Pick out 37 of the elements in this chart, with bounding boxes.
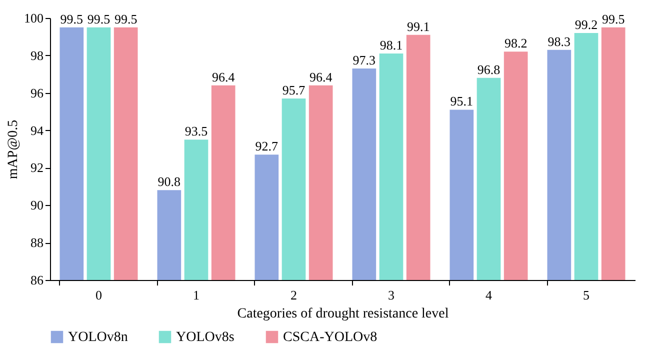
legend-label: YOLOv8n (68, 330, 128, 345)
data-label: 96.8 (477, 62, 500, 77)
y-axis-title: mAP@0.5 (6, 120, 21, 180)
x-tick-label: 4 (486, 288, 492, 302)
y-tick-label: 94 (30, 122, 44, 138)
data-label: 99.2 (574, 16, 598, 32)
data-label: 90.8 (158, 174, 181, 190)
x-tick-label: 0 (96, 288, 102, 302)
data-label: 98.3 (548, 34, 571, 49)
data-label: 95.7 (282, 82, 306, 98)
x-tick-label: 2 (290, 288, 297, 302)
y-tick-label: 90 (30, 198, 44, 213)
legend-label: CSCA-YOLOv8 (283, 330, 378, 345)
data-label: 98.2 (504, 36, 528, 51)
data-label: 95.1 (450, 94, 474, 109)
y-tick-label: 86 (30, 272, 44, 288)
y-tick-label: 100 (24, 10, 44, 26)
data-label: 92.7 (255, 138, 279, 154)
data-label: 99.5 (114, 11, 138, 26)
legend-label: YOLOv8s (176, 330, 234, 345)
y-tick-label: 88 (30, 235, 44, 250)
data-label: 96.4 (212, 69, 236, 84)
x-tick-label: 1 (193, 288, 200, 302)
data-label: 99.5 (87, 11, 110, 26)
y-tick-label: 96 (30, 85, 44, 100)
y-tick-label: 98 (30, 48, 44, 63)
data-label: 93.5 (184, 124, 208, 139)
data-label: 99.1 (406, 18, 430, 34)
data-label: 99.5 (60, 11, 84, 26)
data-label: 99.5 (602, 11, 625, 26)
x-axis-title: Categories of drought resistance level (237, 306, 449, 322)
y-tick-label: 92 (30, 160, 44, 176)
data-label: 98.1 (380, 38, 403, 53)
data-label: 97.3 (352, 52, 376, 68)
x-tick-label: 5 (583, 288, 590, 302)
data-label: 96.4 (309, 69, 333, 84)
x-tick-label: 3 (388, 288, 394, 302)
